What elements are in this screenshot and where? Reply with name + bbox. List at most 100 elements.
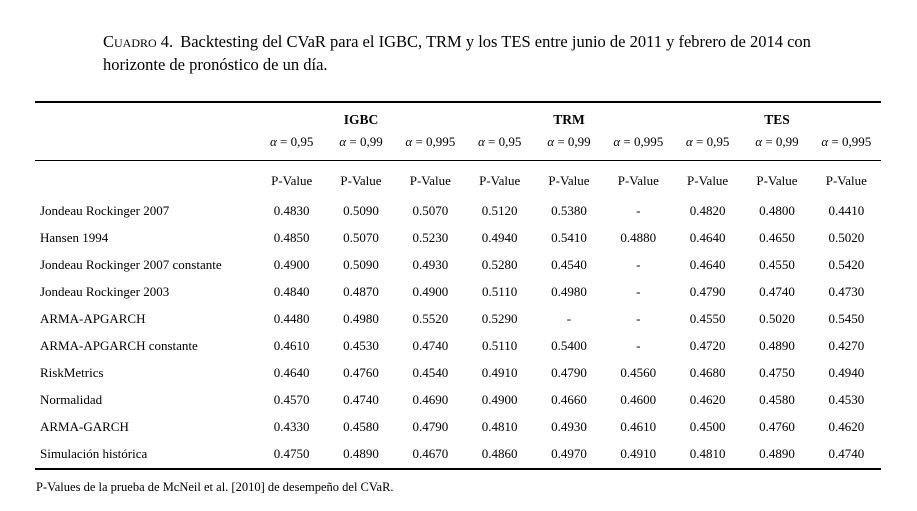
p-value-cell: 0.4410 <box>828 202 865 218</box>
table-row: ARMA-APGARCH 0.4480 0.4980 0.5520 0.5290 - - 0.… <box>35 306 881 333</box>
p-value-cell: 0.4890 <box>343 445 379 461</box>
table-row: Normalidad 0.4570 0.4740 0.4690 0.4900 0.4660… <box>35 387 881 414</box>
alpha-header: α = 0,95 <box>464 129 535 161</box>
table-row: RiskMetrics 0.4640 0.4760 0.4540 0.4910 0.479… <box>35 360 881 387</box>
group-header-row: IGBC TRM TES <box>35 102 881 130</box>
p-value-cell: 0.5070 <box>343 229 379 245</box>
caption-label: Cuadro 4. <box>103 32 174 51</box>
p-value-cell: 0.4890 <box>759 337 795 353</box>
p-value-cell: 0.4680 <box>689 364 726 380</box>
table-body: Jondeau Rockinger 2007 0.4830 0.5090 0.5070… <box>35 198 881 469</box>
p-value-cell: 0.4940 <box>828 364 865 380</box>
p-value-cell: - <box>636 337 641 353</box>
model-name: Jondeau Rockinger 2003 <box>40 283 170 299</box>
p-value-cell: 0.4740 <box>343 391 379 407</box>
group-header-igbc: IGBC <box>343 111 379 127</box>
p-value-cell: 0.4850 <box>273 229 310 245</box>
p-value-cell: 0.5520 <box>412 310 449 326</box>
alpha-symbol: α <box>613 133 621 149</box>
alpha-symbol: α <box>821 133 829 149</box>
table-row: Hansen 1994 0.4850 0.5070 0.5230 0.4940 0.541… <box>35 225 881 252</box>
alpha-header: α = 0,99 <box>742 129 812 161</box>
model-name: Normalidad <box>40 391 103 407</box>
p-value-cell: 0.4820 <box>689 202 726 218</box>
p-value-cell: 0.5420 <box>828 256 865 272</box>
table-row: ARMA-GARCH 0.4330 0.4580 0.4790 0.4810 0.4930… <box>35 414 881 441</box>
p-value-cell: 0.4640 <box>273 364 310 380</box>
caption-text: Backtesting del CVaR para el IGBC, TRM y… <box>103 32 811 75</box>
p-value-cell: 0.5450 <box>828 310 865 326</box>
model-name: RiskMetrics <box>40 364 104 380</box>
p-value-cell: 0.4790 <box>412 418 449 434</box>
p-value-cell: 0.4580 <box>759 391 795 407</box>
p-value-cell: 0.4910 <box>481 364 518 380</box>
p-value-cell: 0.4270 <box>828 337 865 353</box>
stub-cell <box>35 129 257 161</box>
model-name: ARMA-APGARCH <box>40 310 146 326</box>
p-value-cell: 0.5380 <box>551 202 587 218</box>
paper-page: Cuadro 4. Backtesting del CVaR para el IG… <box>0 30 917 511</box>
alpha-symbol: α <box>477 133 485 149</box>
table-row: Jondeau Rockinger 2007 constante 0.4900 0.… <box>35 252 881 279</box>
model-name: Hansen 1994 <box>40 229 109 245</box>
pvalue-header: P-Value <box>271 172 313 188</box>
p-value-cell: 0.4940 <box>481 229 518 245</box>
p-value-cell: 0.4800 <box>759 202 795 218</box>
p-value-cell: - <box>636 202 641 218</box>
p-value-cell: 0.4670 <box>412 445 449 461</box>
alpha-symbol: α <box>269 133 277 149</box>
p-value-cell: 0.4570 <box>273 391 310 407</box>
p-value-cell: 0.4890 <box>759 445 795 461</box>
p-value-cell: 0.4930 <box>551 418 587 434</box>
p-value-cell: 0.4730 <box>828 283 865 299</box>
p-value-cell: 0.4640 <box>689 256 726 272</box>
alpha-header: α = 0,95 <box>257 129 327 161</box>
p-value-cell: 0.4330 <box>273 418 310 434</box>
alpha-value: = 0,995 <box>828 133 872 149</box>
p-value-cell: 0.5090 <box>343 256 379 272</box>
pvalue-header: P-Value <box>617 172 659 188</box>
table-row: Jondeau Rockinger 2003 0.4840 0.4870 0.4900… <box>35 279 881 306</box>
p-value-cell: 0.4970 <box>551 445 587 461</box>
p-value-cell: 0.4760 <box>759 418 795 434</box>
alpha-symbol: α <box>685 133 693 149</box>
alpha-header-row: α = 0,95 α = 0,99 α = 0,995 α = 0,95 α =… <box>35 129 881 161</box>
p-value-cell: 0.4650 <box>759 229 795 245</box>
p-value-cell: 0.4790 <box>689 283 726 299</box>
p-value-cell: 0.5410 <box>551 229 587 245</box>
p-value-cell: 0.4740 <box>828 445 865 461</box>
pvalue-header: P-Value <box>340 172 382 188</box>
alpha-header: α = 0,99 <box>534 129 604 161</box>
alpha-header: α = 0,95 <box>672 129 743 161</box>
p-value-cell: 0.5110 <box>482 337 518 353</box>
alpha-header: α = 0,995 <box>811 129 881 161</box>
p-value-cell: 0.5280 <box>481 256 518 272</box>
alpha-header: α = 0,995 <box>603 129 673 161</box>
alpha-value: = 0,95 <box>692 133 730 149</box>
p-value-cell: - <box>636 310 641 326</box>
p-value-cell: 0.4900 <box>273 256 310 272</box>
p-value-cell: 0.4540 <box>551 256 587 272</box>
p-value-cell: 0.4550 <box>759 256 795 272</box>
p-value-cell: 0.4560 <box>620 364 657 380</box>
p-value-cell: 0.4480 <box>273 310 310 326</box>
p-value-cell: 0.4660 <box>551 391 587 407</box>
p-value-cell: - <box>566 310 572 326</box>
p-value-cell: 0.4530 <box>343 337 379 353</box>
p-value-cell: 0.4830 <box>273 202 310 218</box>
p-value-cell: 0.4750 <box>759 364 795 380</box>
alpha-value: = 0,99 <box>762 133 799 149</box>
alpha-value: = 0,95 <box>276 133 314 149</box>
model-name: ARMA-APGARCH constante <box>40 337 198 353</box>
group-header-tes: TES <box>764 111 790 127</box>
p-value-cell: 0.4600 <box>620 391 657 407</box>
model-name: ARMA-GARCH <box>40 418 129 434</box>
table-row: Jondeau Rockinger 2007 0.4830 0.5090 0.5070… <box>35 198 881 225</box>
alpha-symbol: α <box>755 133 763 149</box>
pvalue-header: P-Value <box>409 172 451 188</box>
alpha-header: α = 0,99 <box>326 129 396 161</box>
alpha-symbol: α <box>405 133 413 149</box>
p-value-cell: 0.4910 <box>620 445 657 461</box>
pvalue-header: P-Value <box>756 172 798 188</box>
p-value-cell: 0.4690 <box>412 391 449 407</box>
